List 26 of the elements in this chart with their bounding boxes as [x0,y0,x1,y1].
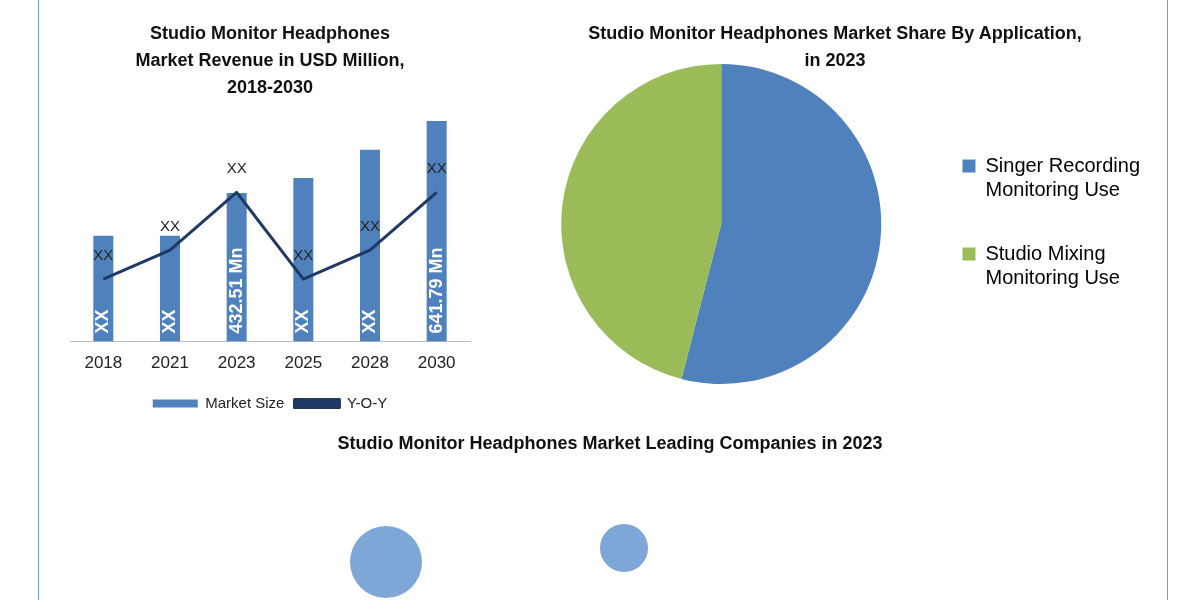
data-label: XX [158,309,179,334]
data-label: XX [293,245,314,263]
legend-label: Studio Mixing Monitoring Use [985,241,1120,288]
text: Studio Monitor Headphones Market Leading Companies in 2023 [336,432,884,455]
x-tick-label: 2025 [284,353,323,373]
data-label: XX [92,309,113,334]
data-label: XX [358,309,379,334]
legend-label: Market Size [205,393,285,411]
chart-title: Studio Monitor Headphones Market Share By Application, in 2023 [587,22,1083,72]
data-label: XX [292,309,313,334]
chart-title: Studio Monitor Headphones Market Revenue in USD Million, 2018-2030 [134,22,406,99]
data-label: XX [359,216,381,234]
data-label: 432.51 Mn [225,247,246,334]
data-label: XX [93,245,114,263]
bar [360,149,380,342]
data-label: XX [426,159,447,177]
legend-label: Y-O-Y [346,393,388,411]
legend-label: Singer Recording Monitoring Use [985,153,1140,200]
data-label: 641.79 Mn [425,247,446,334]
x-tick-label: 2028 [351,353,389,373]
data-label: XX [159,216,181,234]
x-tick-label: 2018 [84,353,123,373]
x-tick-label: 2023 [217,353,256,373]
x-tick-label: 2021 [151,353,189,373]
data-label: XX [226,159,247,177]
x-tick-label: 2030 [417,353,456,373]
